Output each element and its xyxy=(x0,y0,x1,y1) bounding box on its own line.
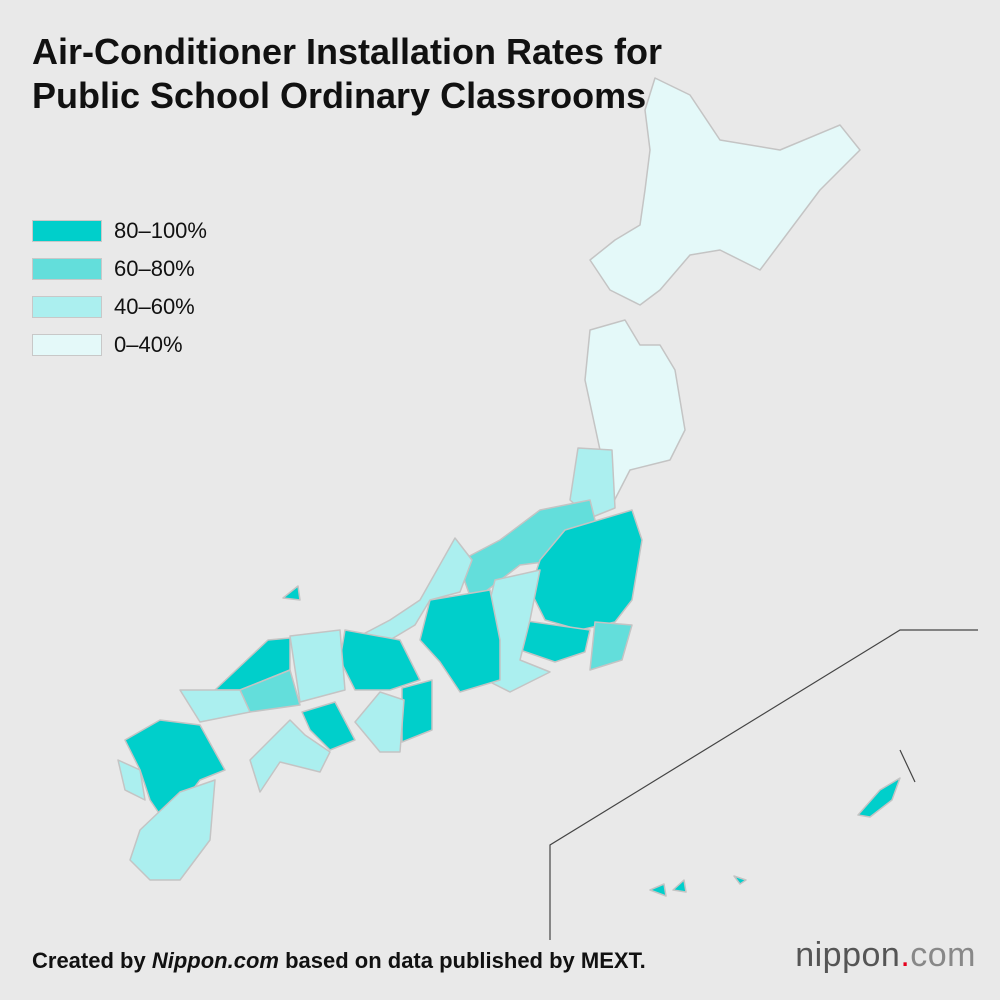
footer: Created by Nippon.com based on data publ… xyxy=(32,948,646,974)
island xyxy=(672,879,687,893)
nara-wakayama xyxy=(354,691,405,753)
logo-dot: . xyxy=(900,936,911,974)
logo-domain: com xyxy=(910,936,976,974)
legend-swatch xyxy=(32,334,102,356)
logo: nippon.com xyxy=(795,936,976,975)
legend-label: 40–60% xyxy=(114,294,195,319)
hokkaido xyxy=(589,77,861,306)
legend-item: 80–100% xyxy=(32,212,207,250)
legend: 80–100% 60–80% 40–60% 0–40% xyxy=(32,212,207,364)
kyushu-south xyxy=(129,779,216,881)
logo-name: nippon xyxy=(795,936,901,974)
legend-item: 60–80% xyxy=(32,250,207,288)
credit-suffix: based on data published by MEXT. xyxy=(285,948,646,973)
kansai xyxy=(339,629,421,691)
title: Air-Conditioner Installation Rates for P… xyxy=(32,31,663,116)
chiba xyxy=(589,621,633,671)
legend-item: 40–60% xyxy=(32,288,207,326)
yamagata xyxy=(569,447,616,519)
island xyxy=(282,585,301,601)
niigata xyxy=(457,499,601,603)
island xyxy=(733,875,747,885)
inset-border xyxy=(899,749,916,783)
inset-border xyxy=(549,629,978,940)
nagasaki xyxy=(117,759,146,801)
legend-swatch xyxy=(32,296,102,318)
legend-label: 60–80% xyxy=(114,256,195,281)
island xyxy=(649,883,667,897)
okayama xyxy=(289,629,346,703)
gifu-aichi xyxy=(419,589,501,693)
credit-prefix: Created by xyxy=(32,948,146,973)
mie xyxy=(401,679,433,743)
hokuriku xyxy=(351,537,473,641)
okinawa xyxy=(857,777,901,818)
inset-lines xyxy=(549,629,978,940)
yamaguchi xyxy=(179,689,251,723)
legend-label: 80–100% xyxy=(114,218,207,243)
prefectures xyxy=(117,77,901,897)
shikoku-south xyxy=(249,719,331,793)
credit-source: Nippon.com xyxy=(151,948,279,973)
legend-swatch xyxy=(32,220,102,242)
legend-swatch xyxy=(32,258,102,280)
kagawa-tokushima xyxy=(301,701,356,751)
legend-label: 0–40% xyxy=(114,332,183,357)
legend-item: 0–40% xyxy=(32,326,207,364)
